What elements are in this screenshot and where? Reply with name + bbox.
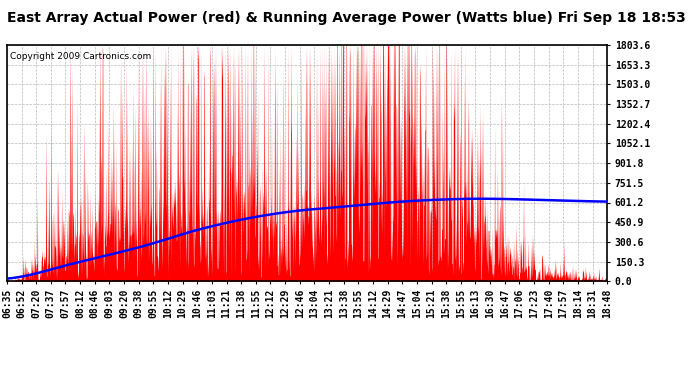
Text: East Array Actual Power (red) & Running Average Power (Watts blue) Fri Sep 18 18: East Array Actual Power (red) & Running … bbox=[7, 11, 686, 25]
Text: Copyright 2009 Cartronics.com: Copyright 2009 Cartronics.com bbox=[10, 52, 151, 61]
